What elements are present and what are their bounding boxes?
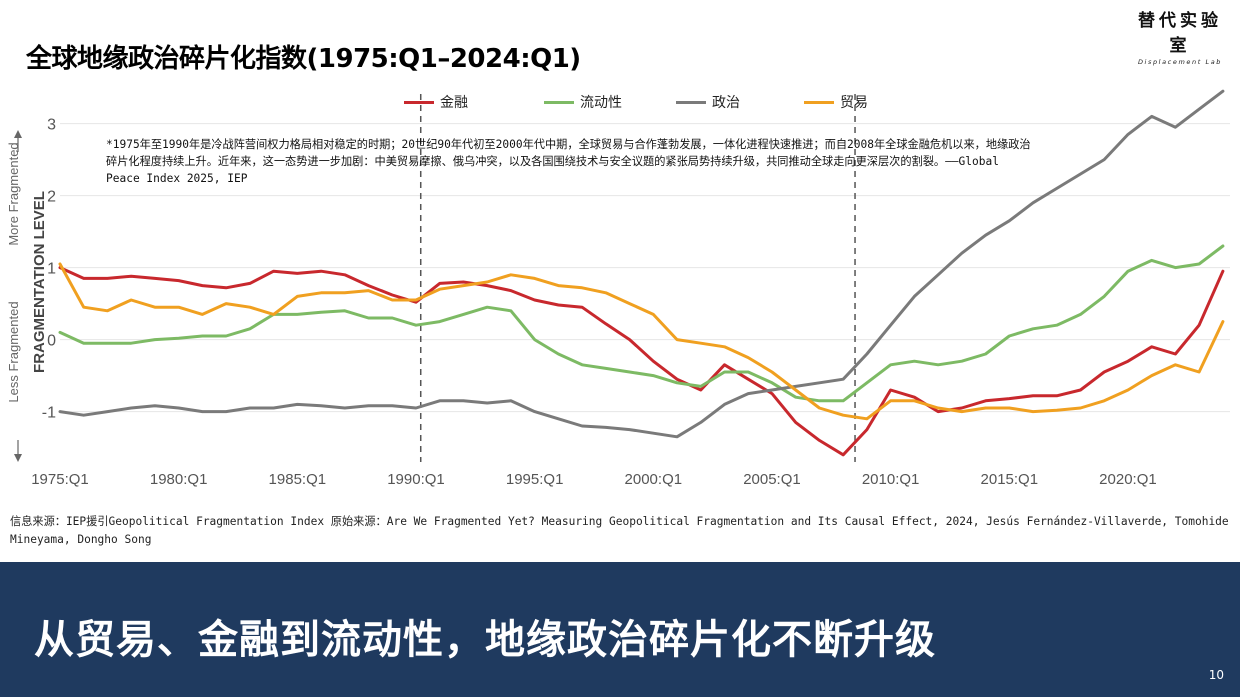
y-tick-label: 3 xyxy=(47,117,56,134)
source-citation: 信息来源：IEP援引Geopolitical Fragmentation Ind… xyxy=(10,515,1229,546)
page-title: 全球地缘政治碎片化指数(1975:Q1–2024:Q1) xyxy=(26,44,581,74)
x-tick-label: 2015:Q1 xyxy=(981,471,1039,488)
chart-annotation: *1975年至1990年是冷战阵营间权力格局相对稳定的时期；20世纪90年代初至… xyxy=(106,138,1031,185)
legend-swatch-politics xyxy=(676,100,706,104)
y-tick-label: 1 xyxy=(47,261,56,278)
x-tick-label: 1985:Q1 xyxy=(269,471,327,488)
y-tick-label: -1 xyxy=(42,405,56,422)
series-line-liquidity xyxy=(58,244,1225,403)
series-line-trade xyxy=(58,262,1225,421)
legend-item-politics: 政治 xyxy=(676,92,740,112)
legend-label-liquidity: 流动性 xyxy=(580,95,622,111)
x-tick-label: 1980:Q1 xyxy=(150,471,208,488)
x-tick-label: 2010:Q1 xyxy=(862,471,920,488)
legend-item-finance: 金融 xyxy=(404,92,468,112)
y-tick-label: 0 xyxy=(47,333,56,350)
legend-swatch-finance xyxy=(404,100,434,104)
y-axis-less-label: Less Fragmented xyxy=(6,301,21,402)
banner-headline: 从贸易、金融到流动性，地缘政治碎片化不断升级 xyxy=(34,617,936,663)
x-tick-label: 1975:Q1 xyxy=(31,471,89,488)
legend-swatch-liquidity xyxy=(544,100,574,104)
y-axis-label: FRAGMENTATION LEVEL xyxy=(31,191,48,373)
brand-logo: 替代实验室 Displacement Lab xyxy=(1128,6,1232,66)
fragmentation-chart: 3 2 1 0 -1 1975:Q1 1980:Q1 1985:Q1 1990:Q1 1995:Q… xyxy=(6,89,1230,488)
legend-item-liquidity: 流动性 xyxy=(544,92,622,112)
bottom-banner xyxy=(0,562,1240,697)
x-tick-label: 1995:Q1 xyxy=(506,471,564,488)
x-tick-label: 2020:Q1 xyxy=(1099,471,1157,488)
legend-label-politics: 政治 xyxy=(712,95,740,111)
x-tick-label: 2005:Q1 xyxy=(743,471,801,488)
legend-item-trade: 贸易 xyxy=(804,92,868,112)
legend-swatch-trade xyxy=(804,100,834,104)
page-number: 10 xyxy=(1208,668,1224,682)
brand-name-cn: 替代实验室 xyxy=(1138,11,1222,56)
brand-name-en: Displacement Lab xyxy=(1137,58,1223,66)
y-tick-label: 2 xyxy=(47,189,56,206)
up-arrow-icon xyxy=(14,130,22,138)
legend-label-trade: 贸易 xyxy=(840,95,868,111)
x-tick-label: 2000:Q1 xyxy=(625,471,683,488)
series-line-politics xyxy=(58,89,1225,439)
y-axis-more-label: More Fragmented xyxy=(6,142,21,245)
series-line-finance xyxy=(58,266,1225,457)
x-tick-label: 1990:Q1 xyxy=(387,471,445,488)
legend-label-finance: 金融 xyxy=(440,95,468,111)
down-arrow-icon xyxy=(14,454,22,462)
